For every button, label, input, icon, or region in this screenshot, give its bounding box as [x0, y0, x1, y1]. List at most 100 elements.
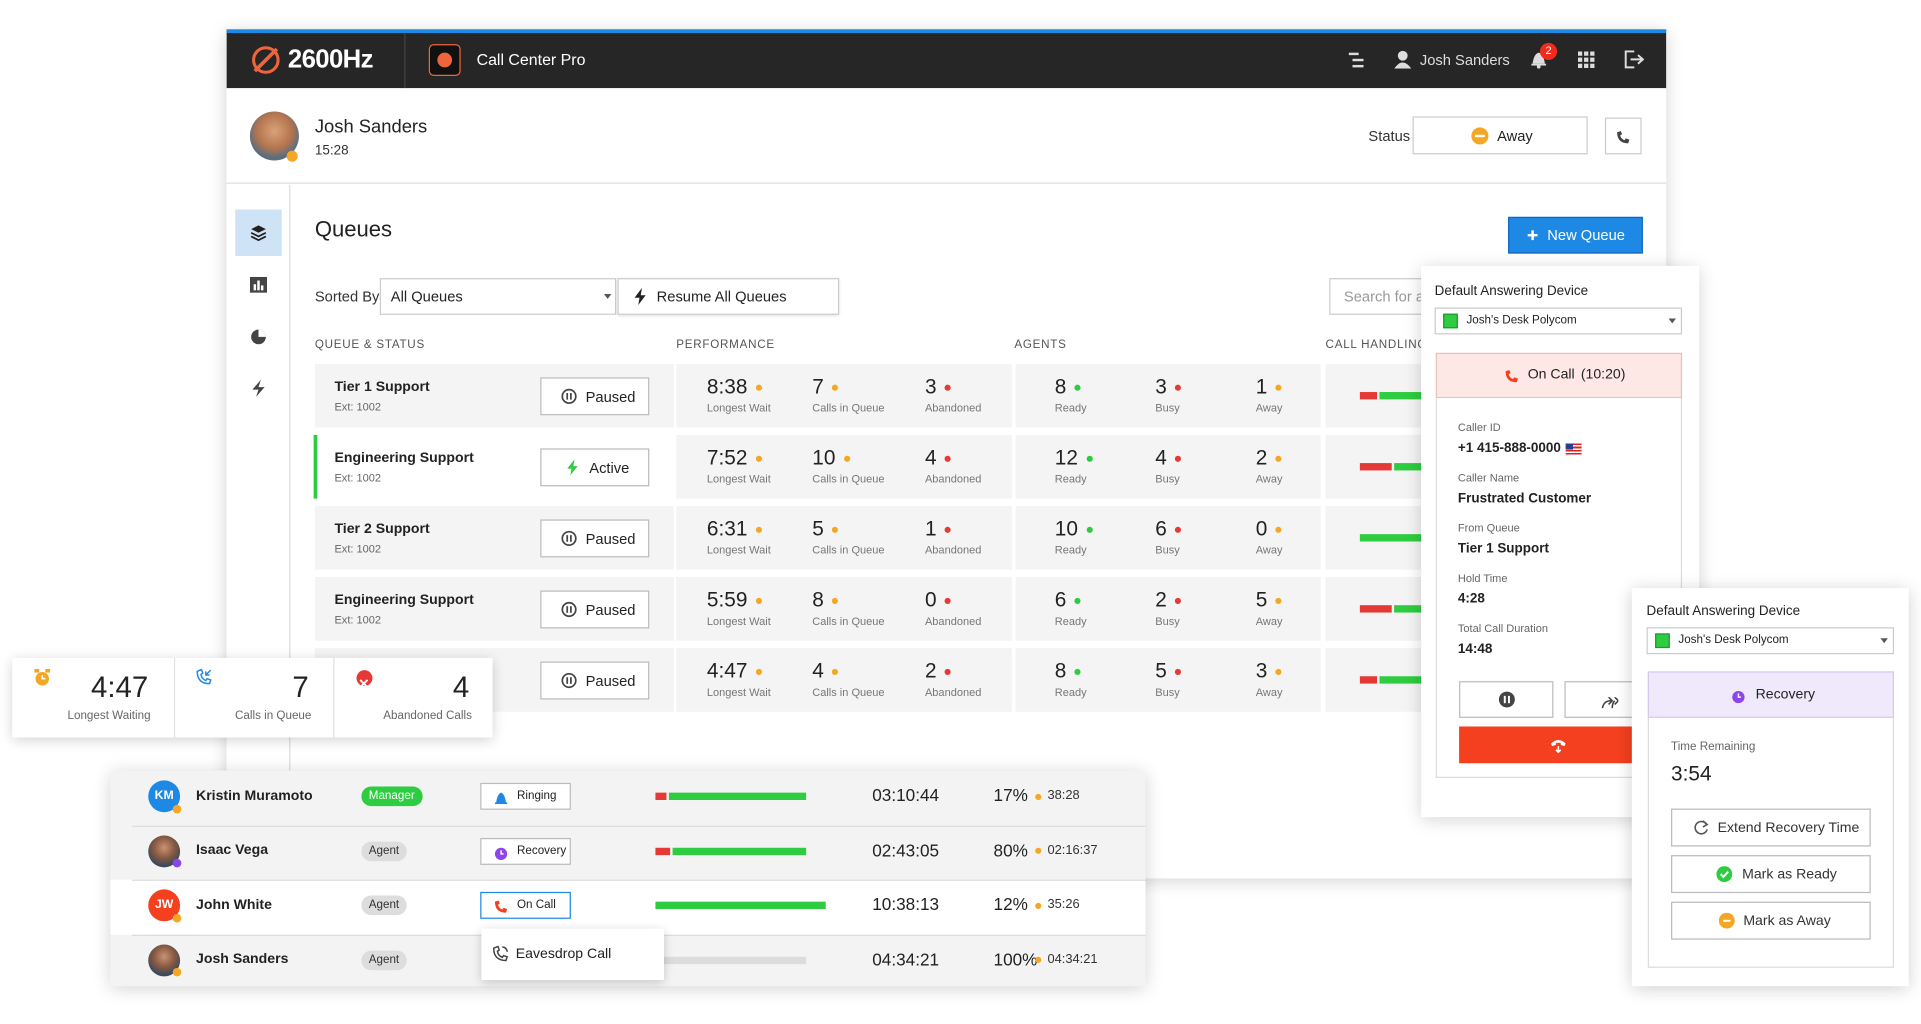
icon-part — [1550, 739, 1566, 747]
metric: 4:47 — [706, 659, 763, 684]
metric-label: Ready — [1054, 615, 1087, 628]
transfer-button[interactable] — [1564, 681, 1642, 718]
icon-part — [494, 900, 508, 913]
metric-dot — [756, 668, 763, 675]
agent-duration: 10:38:13 — [872, 894, 940, 915]
metric-dot — [832, 597, 839, 604]
agent-state-button[interactable] — [480, 782, 571, 810]
button-label: Extend Recovery Time — [1717, 820, 1860, 836]
icon-part — [1531, 63, 1547, 66]
metric-value: 1 — [924, 516, 937, 541]
metric: 8 — [812, 588, 839, 613]
metric-value: 3 — [1155, 374, 1167, 399]
icon-part — [566, 393, 569, 400]
column-header: CALL HANDLING — [1325, 338, 1428, 352]
status-value: Away — [1497, 126, 1533, 145]
divider — [333, 657, 335, 738]
metric-value: 5 — [1155, 659, 1167, 683]
summary-card — [12, 657, 493, 738]
abandon-icon — [355, 669, 372, 686]
metric-label: Busy — [1155, 402, 1180, 415]
queue-ext: Ext: 1002 — [334, 401, 382, 414]
icon-part — [561, 388, 577, 404]
recovery-button[interactable] — [1671, 901, 1871, 940]
status-select[interactable] — [1412, 116, 1588, 155]
icon-part — [258, 329, 266, 337]
agent-state-button[interactable] — [480, 837, 571, 865]
icon-part — [249, 276, 268, 293]
queue-state-button[interactable] — [540, 377, 650, 416]
sidebar-selected[interactable] — [235, 209, 282, 257]
plus-v — [1531, 230, 1534, 241]
device-select[interactable] — [1646, 627, 1895, 655]
metric-label: Abandoned — [924, 544, 982, 557]
icon-part — [251, 329, 266, 345]
metric-dot — [945, 597, 952, 604]
icon-part — [561, 530, 577, 547]
queue-state-button[interactable] — [540, 448, 650, 487]
caret — [603, 294, 612, 299]
performance-cell — [676, 434, 1012, 499]
queue-name: Tier 1 Support — [334, 379, 430, 395]
metric-label: Ready — [1054, 686, 1087, 699]
metric-dot — [945, 526, 952, 533]
icon-part — [359, 679, 369, 688]
metric: 8 — [1054, 659, 1082, 684]
call-status: On Call (10:20) — [1528, 366, 1626, 383]
search-input[interactable] — [1329, 278, 1440, 315]
device-select[interactable] — [1434, 307, 1683, 335]
icon-part — [1737, 693, 1741, 698]
icon-part — [496, 792, 506, 803]
icon-part — [1498, 691, 1515, 708]
metric-value: 4:47 — [706, 659, 748, 683]
queue-name: Engineering Support — [334, 592, 474, 608]
icon-part — [1732, 690, 1745, 704]
icon-part — [561, 601, 577, 618]
queue-state-button[interactable] — [540, 661, 650, 700]
agent-initials: JW — [154, 897, 174, 912]
icon-part — [1498, 691, 1515, 708]
handling-bar-green — [1379, 392, 1453, 400]
state-icon — [494, 843, 509, 860]
field-value: Frustrated Customer — [1457, 491, 1592, 507]
caret — [1880, 638, 1888, 644]
resume-button[interactable] — [617, 278, 840, 315]
agent-name: Isaac Vega — [196, 843, 269, 859]
queue-name: Engineering Support — [334, 450, 474, 466]
agent-dot — [1034, 956, 1041, 963]
metric-label: Busy — [1155, 473, 1180, 486]
metric: 8:38 — [707, 375, 763, 400]
metric-dot — [1086, 526, 1093, 533]
icon-part — [1577, 51, 1595, 68]
eavesdrop-menu[interactable] — [481, 928, 665, 981]
field-value: 4:28 — [1457, 591, 1485, 607]
metric-dot — [1275, 455, 1283, 462]
device-label: Default Answering Device — [1434, 284, 1589, 300]
phone-button[interactable] — [1604, 117, 1642, 155]
hangup-button[interactable] — [1459, 726, 1642, 764]
queue-state-button[interactable] — [540, 519, 650, 558]
icon-part — [561, 672, 577, 689]
device-icon — [1443, 313, 1458, 329]
icon-part — [570, 535, 572, 542]
button-label: Mark as Ready — [1742, 867, 1837, 882]
metric-label: Calls in Queue — [812, 402, 885, 415]
metric-value: 8 — [1054, 659, 1067, 683]
icon-part — [561, 388, 577, 404]
icon-part — [1352, 58, 1364, 62]
agent-name: John White — [196, 897, 272, 913]
icon-part — [561, 530, 577, 547]
sort-label: Sorted By — [314, 287, 380, 305]
recovery-button[interactable] — [1671, 855, 1871, 894]
metric-dot — [1074, 597, 1082, 604]
queue-state-button[interactable] — [540, 590, 650, 629]
icon-part — [1716, 866, 1733, 883]
filter-select[interactable] — [379, 278, 617, 315]
presence-dot — [286, 150, 298, 162]
user-icon — [1394, 50, 1412, 69]
recovery-button[interactable] — [1671, 808, 1871, 847]
metric-dot — [1275, 526, 1283, 533]
metric-label: Ready — [1054, 473, 1087, 486]
metric-label: Longest Wait — [706, 615, 771, 628]
